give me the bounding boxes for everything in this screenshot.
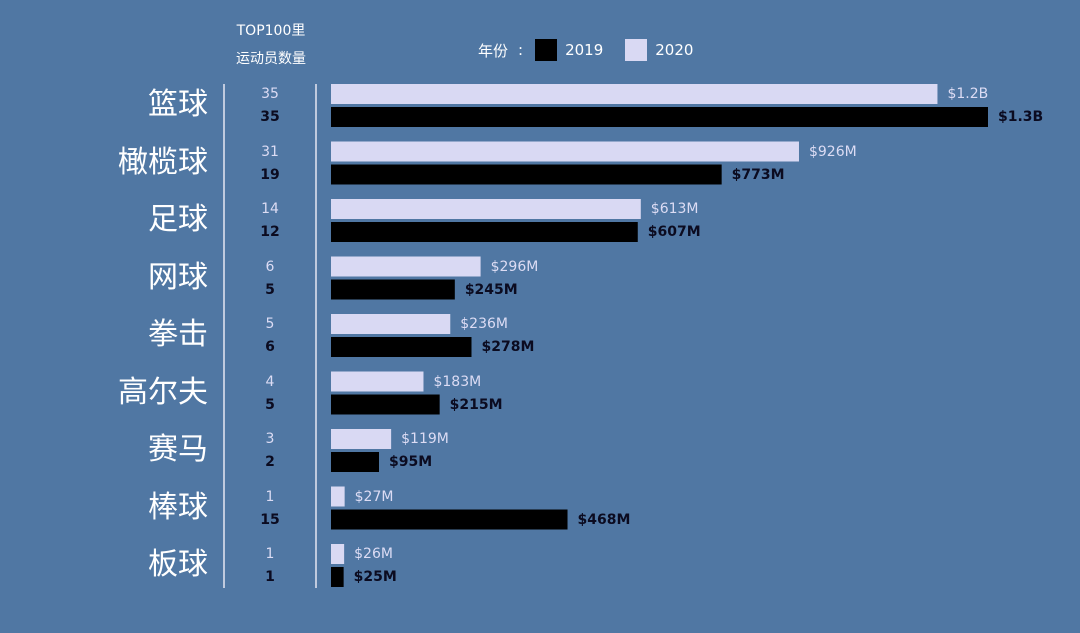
count-2019-7: 15 [260,511,280,528]
count-2019-3: 5 [265,281,275,298]
bar-2020-6 [331,429,392,449]
count-2020-6: 3 [265,431,275,447]
bar-2019-1 [331,164,722,185]
count-2020-7: 1 [265,488,275,505]
value-label-2020-4: $236M [460,316,508,332]
value-label-2019-3: $245M [464,281,518,298]
category-label-0: 篮球 [148,87,208,122]
category-label-3: 网球 [148,259,208,295]
value-label-2019-7: $468M [577,511,631,528]
value-label-2020-8: $26M [354,546,393,562]
bar-2019-0 [331,107,988,127]
category-label-4: 拳击 [148,317,208,352]
value-label-2019-6: $95M [389,454,433,470]
category-label-8: 板球 [148,547,208,582]
count-2020-4: 5 [265,316,275,332]
bar-2020-3 [331,256,481,277]
legend-swatch-2020 [625,39,648,61]
count-2019-4: 6 [265,339,275,355]
legend: 年份 : 2019 2020 [478,38,693,62]
bar-2019-7 [331,509,568,530]
bar-2019-6 [331,452,380,472]
value-label-2019-0: $1.3B [998,109,1044,125]
value-label-2020-2: $613M [650,201,699,217]
value-label-2020-6: $119M [401,431,449,447]
count-2019-5: 5 [265,396,275,413]
bar-2020-4 [331,314,451,334]
count-2020-8: 1 [265,546,275,562]
category-label-1: 橄榄球 [118,144,208,180]
value-label-2019-4: $278M [481,339,535,355]
value-label-2020-1: $926M [808,143,857,160]
value-label-2019-2: $607M [647,224,701,240]
bar-2020-7 [331,486,345,507]
value-label-2020-3: $296M [490,258,539,275]
bar-2019-2 [331,222,638,242]
bar-2019-4 [331,337,472,357]
category-label-7: 棒球 [148,489,208,525]
count-2019-6: 2 [265,454,275,470]
category-label-2: 足球 [148,202,208,237]
value-label-2019-5: $215M [449,396,503,413]
bar-2020-0 [331,84,938,104]
count-header-line1: TOP100里 [236,23,306,39]
bar-2019-5 [331,394,440,415]
legend-title: 年份 [478,41,509,60]
bar-2019-3 [331,279,455,300]
legend-swatch-2019 [535,39,558,61]
value-label-2020-5: $183M [433,373,482,390]
count-header-line2: 运动员数量 [236,51,306,67]
category-label-6: 赛马 [148,432,208,467]
bar-2020-1 [331,141,799,162]
value-label-2020-7: $27M [354,488,394,505]
legend-colon: : [518,41,524,59]
count-2019-2: 12 [260,224,280,240]
count-2019-0: 35 [260,109,280,125]
count-2020-3: 6 [265,258,275,275]
bar-2020-5 [331,371,424,392]
count-2019-8: 1 [265,569,275,585]
bar-2020-8 [331,544,345,564]
count-2020-0: 35 [261,86,279,102]
category-label-5: 高尔夫 [118,374,208,410]
legend-label-2020: 2020 [655,41,694,59]
count-2020-2: 14 [261,201,279,217]
legend-label-2019: 2019 [565,41,604,59]
count-2019-1: 19 [260,166,280,183]
count-2020-1: 31 [261,143,279,160]
bar-2020-2 [331,199,641,219]
value-label-2020-0: $1.2B [947,86,989,102]
value-label-2019-1: $773M [731,166,785,183]
value-label-2019-8: $25M [353,569,397,585]
bar-2019-8 [331,567,344,587]
count-2020-5: 4 [265,373,275,390]
